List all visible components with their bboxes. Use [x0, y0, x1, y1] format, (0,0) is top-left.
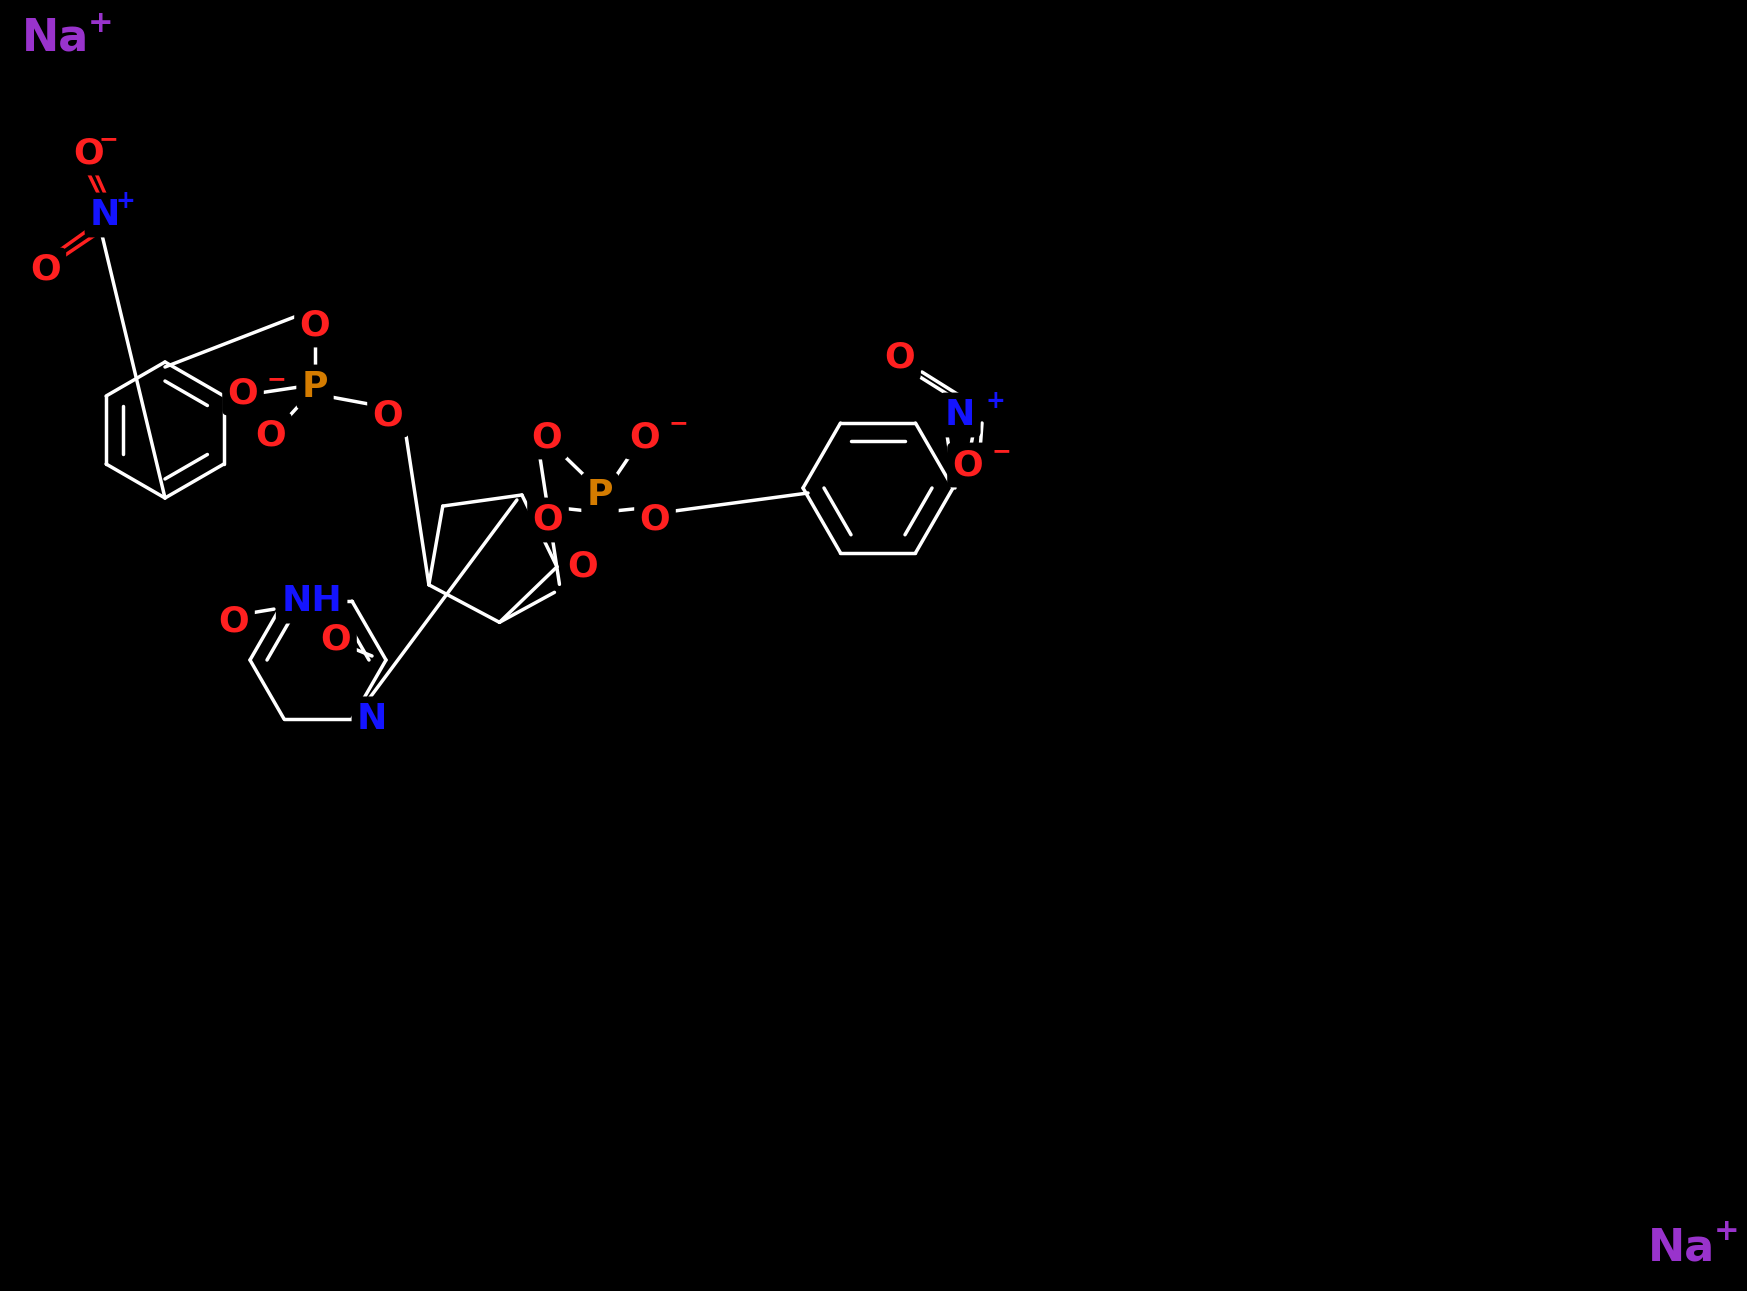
Text: O: O: [218, 604, 250, 638]
Text: O: O: [30, 253, 61, 287]
Text: NH: NH: [281, 584, 342, 618]
Text: N: N: [91, 198, 121, 232]
Text: −: −: [992, 439, 1012, 463]
Text: O: O: [952, 448, 984, 482]
Text: O: O: [639, 503, 671, 537]
Text: P: P: [302, 371, 328, 404]
Text: −: −: [267, 367, 287, 391]
Text: +: +: [115, 188, 136, 213]
Text: −: −: [100, 127, 119, 151]
Text: Na: Na: [1647, 1226, 1716, 1269]
Text: O: O: [227, 376, 259, 411]
Text: N: N: [945, 398, 975, 432]
Text: N: N: [356, 702, 388, 736]
Text: +: +: [87, 9, 114, 37]
Text: +: +: [1714, 1217, 1740, 1247]
Text: P: P: [587, 478, 613, 513]
Text: O: O: [372, 398, 404, 432]
Text: O: O: [629, 420, 660, 454]
Text: O: O: [321, 624, 351, 657]
Text: O: O: [884, 341, 915, 374]
Text: O: O: [73, 136, 103, 170]
Text: O: O: [568, 550, 597, 584]
Text: O: O: [533, 503, 563, 537]
Text: O: O: [300, 309, 330, 342]
Text: Na: Na: [23, 17, 89, 59]
Text: −: −: [669, 411, 688, 435]
Text: O: O: [255, 418, 287, 452]
Text: O: O: [531, 420, 563, 454]
Text: +: +: [985, 389, 1006, 413]
